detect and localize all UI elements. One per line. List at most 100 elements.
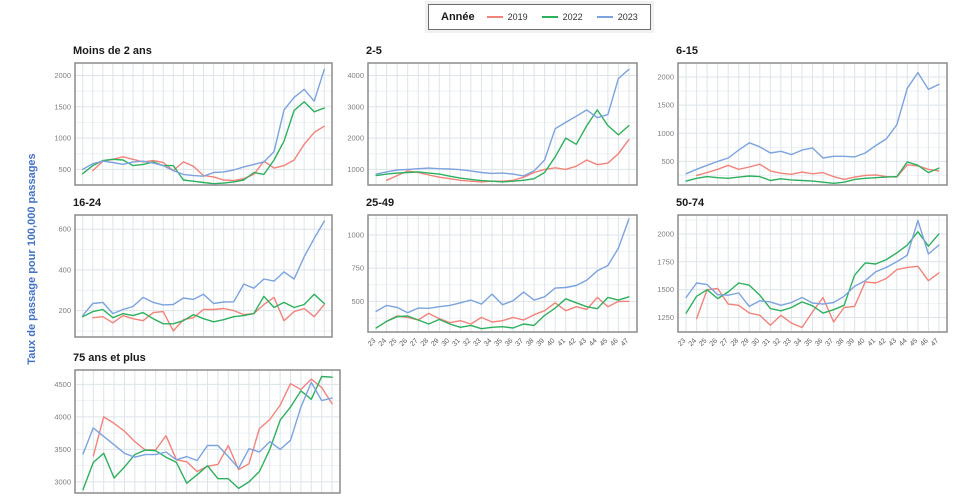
panel-75-ans-et-plus: 75 ans et plus 3000 3500 4000 4500 <box>45 352 345 498</box>
y-axis-label: Taux de passage pour 100,000 passages <box>26 153 38 365</box>
x-tick-label: 27 <box>719 337 730 348</box>
panel-2-5: 2-5 1000 2000 3000 4000 <box>338 45 642 190</box>
x-tick-label: 30 <box>441 337 452 348</box>
x-tick-label: 41 <box>557 337 568 348</box>
x-tick-label: 43 <box>578 337 589 348</box>
x-tick-label: 26 <box>399 337 410 348</box>
y-tick-label: 500 <box>58 165 71 174</box>
line-2019 <box>92 125 325 182</box>
x-tick-label: 42 <box>877 337 888 348</box>
x-tick-label: 34 <box>793 337 804 348</box>
line-2022 <box>82 101 325 185</box>
x-tick-label: 39 <box>846 337 857 348</box>
legend-item-label: 2019 <box>507 12 528 22</box>
panel-title: 6-15 <box>676 45 699 57</box>
x-tick-label: 30 <box>751 337 762 348</box>
y-tick-label: 1500 <box>657 101 674 110</box>
y-tick-label: 2000 <box>657 229 674 238</box>
line-2022 <box>685 161 940 185</box>
line-2019 <box>385 138 630 183</box>
x-tick-label: 35 <box>803 337 814 348</box>
legend-title: Année <box>441 11 475 23</box>
x-tick-label: 40 <box>546 337 557 348</box>
x-tick-label: 39 <box>536 337 547 348</box>
line-2019 <box>92 296 325 332</box>
y-tick-label: 600 <box>58 225 71 234</box>
line-2019 <box>695 265 940 329</box>
y-tick-label: 2000 <box>54 71 71 80</box>
y-tick-label: 3000 <box>347 102 364 111</box>
panel-50-74: 50-74 1250 1500 1750 2000 23 24 25 26 27 28 29 30 31 3… <box>648 197 952 355</box>
legend-items: 2019 2022 2023 <box>486 12 638 22</box>
x-tick-label: 23 <box>367 337 378 348</box>
legend-item-label: 2022 <box>562 12 583 22</box>
plot-area: 500 1000 1500 2000 <box>657 62 948 186</box>
legend-item-2022: 2022 <box>541 12 583 22</box>
line-2023 <box>375 218 630 314</box>
line-2023 <box>685 71 940 175</box>
x-tick-label: 38 <box>835 337 846 348</box>
line-2019 <box>92 378 333 473</box>
y-tick-label: 2000 <box>657 73 674 82</box>
line-2022 <box>375 296 630 330</box>
y-tick-label: 1000 <box>657 129 674 138</box>
x-tick-label: 46 <box>609 337 620 348</box>
line-2023 <box>82 381 333 470</box>
x-tick-label: 47 <box>930 337 941 348</box>
x-tick-label: 46 <box>919 337 930 348</box>
x-tick-label: 34 <box>483 337 494 348</box>
panel-title: 2-5 <box>366 45 382 57</box>
panel-moins-de-2-ans: Moins de 2 ans 500 1000 1500 2000 <box>45 45 337 190</box>
y-tick-label: 500 <box>661 157 674 166</box>
line-2022 <box>82 293 325 325</box>
x-tick-label: 26 <box>709 337 720 348</box>
x-tick-label: 41 <box>867 337 878 348</box>
x-tick-label: 28 <box>730 337 741 348</box>
x-tick-label: 24 <box>688 337 699 348</box>
y-tick-label: 1750 <box>657 257 674 266</box>
x-tick-label: 40 <box>856 337 867 348</box>
plot-area: 1000 2000 3000 4000 <box>347 62 638 186</box>
y-tick-label: 400 <box>58 265 71 274</box>
legend: Année 2019 2022 2023 <box>428 4 651 30</box>
x-tick-label: 44 <box>588 337 599 348</box>
y-tick-label: 3500 <box>54 445 71 454</box>
legend-item-2019: 2019 <box>486 12 528 22</box>
x-tick-label: 43 <box>888 337 899 348</box>
y-tick-label: 1000 <box>54 134 71 143</box>
legend-swatch-2019 <box>486 16 503 18</box>
y-tick-label: 1000 <box>347 165 364 174</box>
line-2023 <box>82 220 325 317</box>
panel-title: 50-74 <box>676 197 705 209</box>
x-tick-label: 47 <box>620 337 631 348</box>
y-tick-label: 1500 <box>54 102 71 111</box>
line-2022 <box>375 109 630 183</box>
x-tick-label: 44 <box>898 337 909 348</box>
x-tick-label: 45 <box>599 337 610 348</box>
y-tick-label: 1000 <box>347 230 364 239</box>
x-tick-label: 27 <box>409 337 420 348</box>
y-tick-label: 3000 <box>54 477 71 486</box>
x-tick-label: 29 <box>740 337 751 348</box>
legend-item-2023: 2023 <box>596 12 638 22</box>
x-tick-label: 36 <box>814 337 825 348</box>
x-tick-label: 25 <box>698 337 709 348</box>
line-2023 <box>82 68 325 177</box>
line-2022 <box>685 231 940 314</box>
panel-title: 75 ans et plus <box>73 352 146 364</box>
plot-area: 200 400 600 <box>58 214 333 338</box>
line-2022 <box>82 375 333 491</box>
x-tick-label: 37 <box>515 337 526 348</box>
plot-area: 500 1000 1500 2000 <box>54 62 333 186</box>
x-tick-label: 33 <box>472 337 483 348</box>
line-2023 <box>375 68 630 177</box>
y-tick-label: 4500 <box>54 380 71 389</box>
x-tick-label: 25 <box>388 337 399 348</box>
plot-area: 500 750 1000 23 24 25 26 27 28 29 30 31 32 33 34 35 36 37… <box>347 214 638 348</box>
x-tick-label: 31 <box>451 337 462 348</box>
x-tick-label: 35 <box>493 337 504 348</box>
y-tick-label: 4000 <box>54 412 71 421</box>
line-2023 <box>685 219 940 308</box>
x-tick-label: 24 <box>378 337 389 348</box>
plot-area: 1250 1500 1750 2000 23 24 25 26 27 28 29 30 31 32 33 34… <box>657 214 948 348</box>
